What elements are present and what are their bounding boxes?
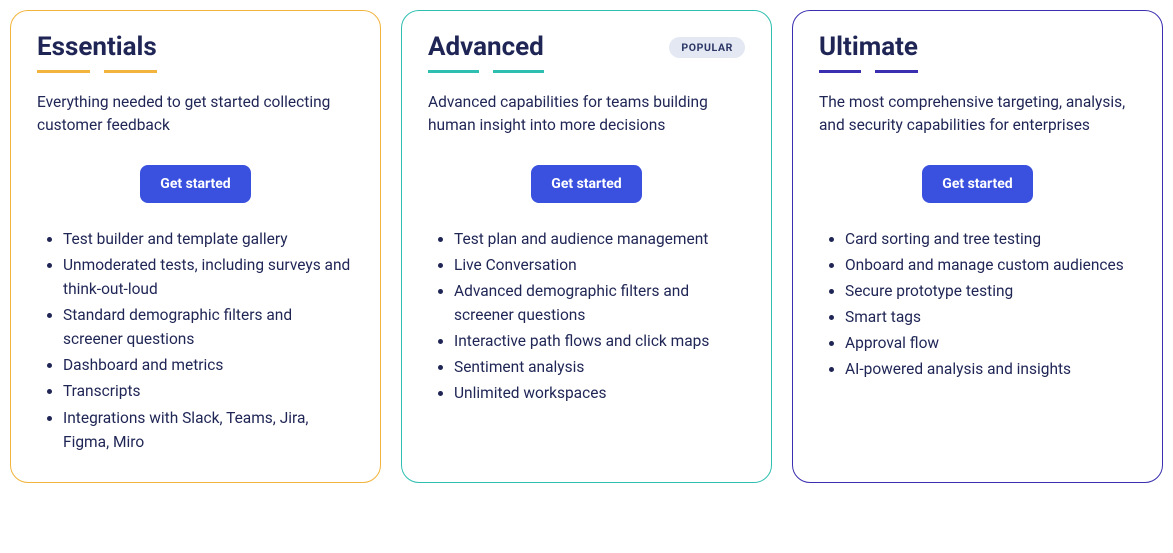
plan-title-wrap: Advanced — [428, 33, 544, 73]
plan-title-wrap: Essentials — [37, 33, 157, 73]
plan-title-underline — [819, 70, 918, 73]
feature-item: Interactive path flows and click maps — [454, 329, 745, 353]
feature-item: Test plan and audience management — [454, 227, 745, 251]
plan-header: Essentials — [37, 33, 354, 73]
feature-item: Standard demographic filters and screene… — [63, 303, 354, 351]
feature-item: Unlimited workspaces — [454, 381, 745, 405]
plan-title: Advanced — [428, 33, 544, 63]
cta-row: Get started — [819, 165, 1136, 203]
plan-title-wrap: Ultimate — [819, 33, 918, 73]
plan-card-essentials: Essentials Everything needed to get star… — [10, 10, 381, 483]
popular-badge: POPULAR — [669, 37, 745, 58]
get-started-button[interactable]: Get started — [922, 165, 1032, 203]
feature-item: Sentiment analysis — [454, 355, 745, 379]
feature-list: Test plan and audience management Live C… — [428, 227, 745, 405]
feature-item: Unmoderated tests, including surveys and… — [63, 253, 354, 301]
plan-title: Essentials — [37, 33, 157, 63]
feature-item: Live Conversation — [454, 253, 745, 277]
feature-item: Card sorting and tree testing — [845, 227, 1136, 251]
feature-item: Secure prototype testing — [845, 279, 1136, 303]
feature-item: Onboard and manage custom audiences — [845, 253, 1136, 277]
cta-row: Get started — [428, 165, 745, 203]
feature-item: AI-powered analysis and insights — [845, 357, 1136, 381]
feature-item: Approval flow — [845, 331, 1136, 355]
feature-item: Advanced demographic filters and screene… — [454, 279, 745, 327]
feature-item: Dashboard and metrics — [63, 353, 354, 377]
feature-list: Card sorting and tree testing Onboard an… — [819, 227, 1136, 381]
plan-title-underline — [37, 70, 157, 73]
feature-item: Integrations with Slack, Teams, Jira, Fi… — [63, 406, 354, 454]
cta-row: Get started — [37, 165, 354, 203]
plan-header: Advanced POPULAR — [428, 33, 745, 73]
plan-description: Everything needed to get started collect… — [37, 91, 354, 138]
feature-item: Transcripts — [63, 379, 354, 403]
pricing-grid: Essentials Everything needed to get star… — [10, 10, 1163, 483]
plan-title: Ultimate — [819, 33, 918, 63]
feature-list: Test builder and template gallery Unmode… — [37, 227, 354, 453]
plan-card-ultimate: Ultimate The most comprehensive targetin… — [792, 10, 1163, 483]
feature-item: Smart tags — [845, 305, 1136, 329]
plan-header: Ultimate — [819, 33, 1136, 73]
plan-card-advanced: Advanced POPULAR Advanced capabilities f… — [401, 10, 772, 483]
get-started-button[interactable]: Get started — [531, 165, 641, 203]
plan-description: Advanced capabilities for teams building… — [428, 91, 745, 138]
plan-title-underline — [428, 70, 544, 73]
get-started-button[interactable]: Get started — [140, 165, 250, 203]
plan-description: The most comprehensive targeting, analys… — [819, 91, 1136, 138]
feature-item: Test builder and template gallery — [63, 227, 354, 251]
